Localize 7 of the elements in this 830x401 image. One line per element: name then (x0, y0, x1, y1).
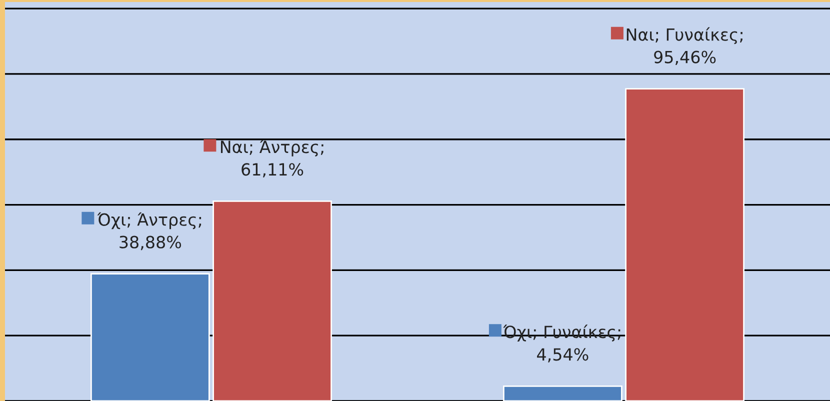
data-label: Ναι; Άντρες; 61,11% (220, 140, 324, 178)
data-label: Όχι; Άντρες; 38,88% (97, 212, 202, 250)
data-label: Ναι; Γυναίκες; 95,46% (626, 27, 742, 66)
bar (212, 200, 332, 401)
bar (90, 273, 210, 401)
bar (503, 385, 622, 401)
bar (625, 88, 744, 401)
